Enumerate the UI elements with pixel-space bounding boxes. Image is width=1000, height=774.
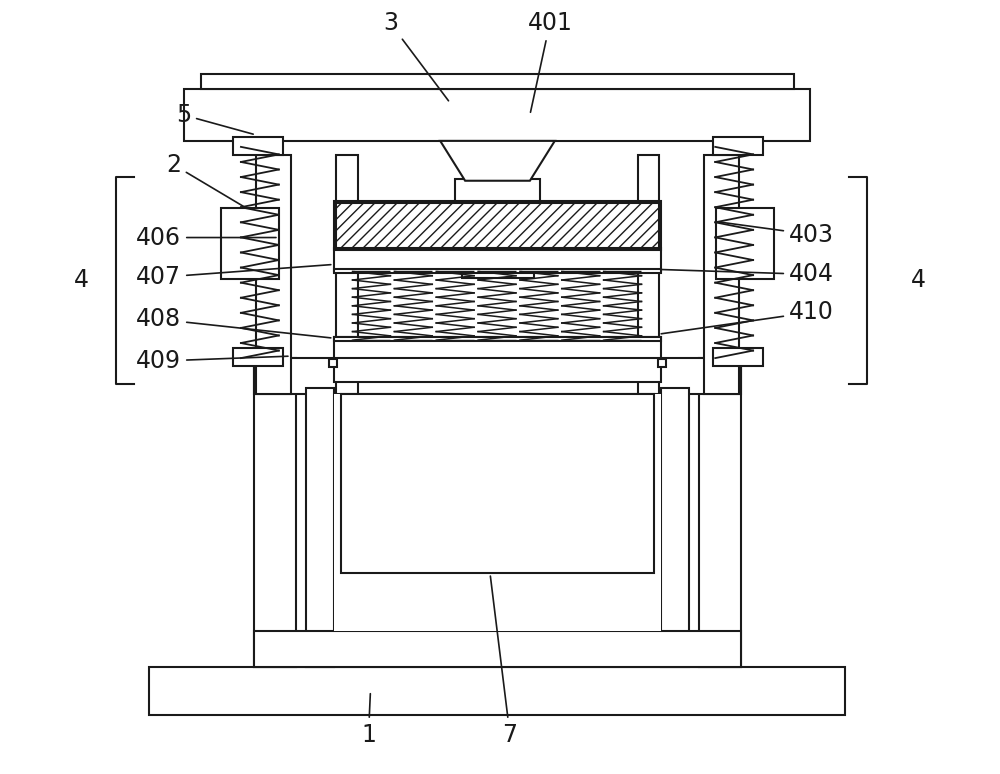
- Bar: [334, 337, 661, 361]
- Bar: [638, 155, 659, 394]
- Bar: [233, 348, 283, 366]
- Bar: [455, 179, 540, 221]
- Text: 406: 406: [136, 225, 276, 249]
- Bar: [254, 358, 741, 394]
- Bar: [201, 74, 794, 89]
- Text: 408: 408: [136, 307, 331, 338]
- Bar: [699, 358, 741, 667]
- Bar: [334, 248, 661, 272]
- Polygon shape: [440, 141, 555, 181]
- Bar: [462, 269, 534, 279]
- Bar: [336, 203, 659, 248]
- Text: 7: 7: [490, 576, 517, 747]
- Bar: [329, 359, 337, 367]
- Bar: [334, 200, 661, 251]
- Bar: [233, 137, 283, 155]
- Bar: [254, 631, 741, 667]
- Text: 410: 410: [661, 300, 834, 334]
- Bar: [254, 358, 296, 667]
- Bar: [713, 348, 763, 366]
- Bar: [256, 155, 291, 394]
- Bar: [716, 207, 774, 279]
- Text: 3: 3: [383, 12, 449, 101]
- Bar: [336, 155, 358, 394]
- Bar: [221, 207, 279, 279]
- Text: 409: 409: [136, 349, 288, 373]
- Bar: [184, 89, 810, 141]
- Bar: [713, 137, 763, 155]
- Text: 5: 5: [176, 103, 253, 134]
- Text: 403: 403: [719, 222, 834, 247]
- Bar: [658, 359, 666, 367]
- Bar: [334, 269, 661, 273]
- Text: 2: 2: [166, 152, 247, 208]
- Bar: [472, 218, 524, 275]
- Bar: [661, 388, 689, 667]
- Text: 4: 4: [74, 269, 89, 293]
- Bar: [149, 667, 845, 715]
- Bar: [334, 358, 661, 382]
- Text: 404: 404: [661, 262, 834, 286]
- Text: 407: 407: [136, 265, 331, 289]
- Bar: [334, 337, 661, 341]
- Text: 401: 401: [527, 12, 572, 112]
- Bar: [341, 394, 654, 574]
- Bar: [334, 394, 661, 631]
- Text: 4: 4: [911, 269, 926, 293]
- Bar: [306, 388, 334, 667]
- Bar: [704, 155, 739, 394]
- Text: 1: 1: [361, 694, 376, 747]
